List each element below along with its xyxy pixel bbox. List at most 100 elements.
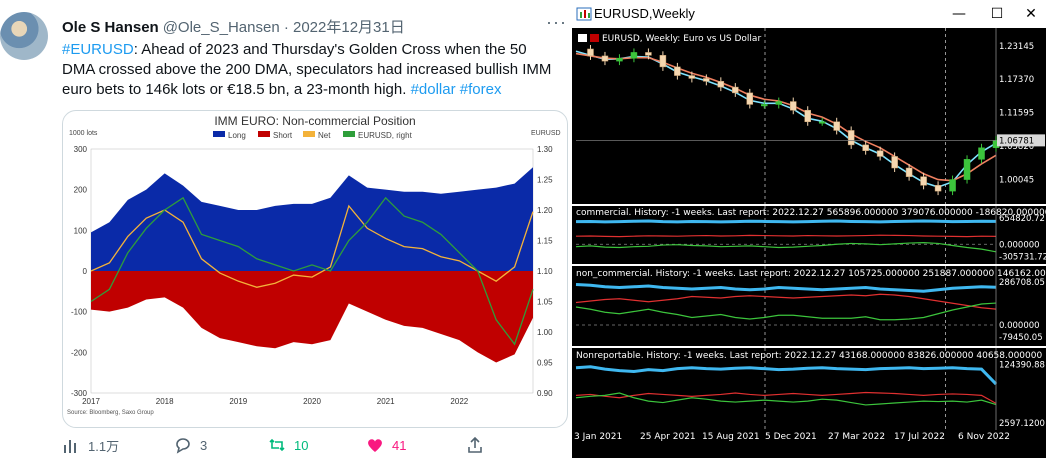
legend-label-1: Short [273, 131, 293, 140]
y-tick-label: 124390.88 [999, 361, 1045, 371]
right-tick-label: 0.90 [537, 389, 553, 398]
retweet-action[interactable]: 10 [268, 436, 308, 454]
left-tick-label: 100 [74, 226, 88, 235]
hashtag-forex[interactable]: #forex [459, 81, 502, 98]
y-tick-label: 1.11595 [999, 109, 1034, 119]
right-tick-label: 1.30 [537, 145, 553, 154]
candle [601, 55, 609, 62]
x-tick-label: 2018 [156, 397, 174, 406]
chart-title: IMM EURO: Non-commercial Position [214, 114, 415, 128]
author-handle-date[interactable]: @Ole_S_Hansen · 2022年12月31日 [162, 19, 405, 36]
candle [587, 48, 594, 57]
candle [891, 156, 898, 169]
long-line [575, 283, 997, 293]
right-axis-unit: EURUSD [531, 130, 561, 137]
tweet-panel: Ole S Hansen @Ole_S_Hansen · 2022年12月31日 … [0, 12, 568, 458]
tweet-body: : Ahead of 2023 and Thursday's Golden Cr… [62, 41, 552, 98]
candle [761, 104, 768, 107]
time-tick-label: 5 Dec 2021 [765, 432, 817, 442]
share-action[interactable] [466, 436, 484, 454]
price-chart-panel[interactable]: 1.23145 1.17370 1.11595 1.05820 1.00045 1.067… [572, 28, 1046, 204]
views-action[interactable]: 1.1万 [62, 436, 119, 455]
like-action[interactable]: 41 [366, 436, 406, 454]
legend-label-2: Net [318, 131, 331, 140]
x-tick-label: 2019 [229, 397, 247, 406]
y-tick-label: 654820.72 [999, 214, 1045, 224]
right-tick-label: 1.00 [537, 328, 553, 337]
short-area [91, 271, 533, 363]
window-title: EURUSD,Weekly [594, 6, 695, 21]
author-name[interactable]: Ole S Hansen [62, 19, 159, 36]
imm-chart-card[interactable]: IMM EURO: Non-commercial Position Long Sho… [62, 110, 568, 428]
views-icon [64, 439, 76, 453]
noncommercial-title: non_commercial. History: -1 weeks. Last … [576, 269, 1046, 279]
candle [847, 130, 855, 146]
legend-label-3: EURUSD, right [358, 131, 413, 140]
candle [659, 55, 667, 68]
y-tick-label: 2597.1200 [999, 419, 1045, 429]
imm-chart: IMM EURO: Non-commercial Position Long Sho… [67, 114, 561, 416]
net-line [575, 392, 997, 406]
minimize-button[interactable]: — [952, 6, 966, 22]
nonreportable-chart: 124390.88 2597.1200 [575, 348, 1045, 430]
candle [630, 52, 638, 59]
tweet-actions: 1.1万 3 10 41 [62, 432, 562, 458]
short-line [575, 391, 997, 404]
noncommercial-chart: 286708.05 0.000000 -79450.05 [575, 266, 1045, 346]
short-line [575, 293, 997, 310]
nonreportable-title: Nonreportable. History: -1 weeks. Last r… [576, 351, 1043, 361]
candle [876, 150, 884, 157]
hashtag-eurusd[interactable]: #EURUSD [62, 41, 134, 58]
current-price-label: 1.06781 [999, 136, 1034, 146]
candle [775, 101, 783, 105]
candle [732, 86, 739, 94]
candle [963, 159, 971, 180]
time-tick-label: 6 Nov 2022 [958, 432, 1010, 442]
y-tick-label: 1.17370 [999, 75, 1034, 85]
commercial-panel[interactable]: 654820.72 0.000000 -305731.72 commercial. … [572, 206, 1046, 264]
current-price-box [997, 134, 1045, 147]
more-options-icon[interactable]: ··· [546, 12, 567, 32]
reply-action[interactable]: 3 [174, 436, 207, 454]
candle [978, 147, 985, 160]
share-icon [468, 436, 482, 453]
left-tick-label: -300 [71, 389, 88, 398]
short-line [575, 234, 997, 238]
candle [818, 121, 826, 124]
right-tick-label: 1.25 [537, 176, 553, 185]
reply-count: 3 [200, 437, 208, 453]
ma-slow-line [575, 52, 997, 182]
candle [645, 52, 652, 56]
time-tick-label: 15 Aug 2021 [702, 432, 760, 442]
tweet-text: #EURUSD: Ahead of 2023 and Thursday's Go… [62, 40, 552, 100]
close-button[interactable]: ✕ [1025, 6, 1037, 22]
views-count: 1.1万 [88, 439, 120, 454]
left-axis-unit: 1000 lots [69, 130, 98, 137]
maximize-button[interactable]: ☐ [990, 6, 1004, 22]
x-tick-label: 2022 [450, 397, 468, 406]
candle [674, 66, 681, 76]
avatar[interactable] [0, 12, 48, 60]
like-count: 41 [392, 437, 407, 453]
candle [616, 57, 623, 62]
candle [746, 92, 754, 105]
legend-swatch-1 [258, 131, 270, 137]
price-chart-title: EURUSD, Weekly: Euro vs US Dollar [602, 34, 762, 44]
eurusd-line [90, 196, 534, 346]
net-line [575, 302, 997, 321]
candle [905, 167, 913, 177]
source-note: Source: Bloomberg, Saxo Group [67, 410, 154, 416]
left-tick-label: 300 [74, 145, 88, 154]
time-tick-label: 3 Jan 2021 [574, 432, 623, 442]
commercial-title: commercial. History: -1 weeks. Last repo… [576, 208, 1046, 218]
hashtag-dollar[interactable]: #dollar [410, 81, 456, 98]
right-tick-label: 1.15 [537, 237, 553, 246]
heart-icon [368, 439, 382, 452]
candle [949, 179, 956, 192]
candle [703, 78, 710, 82]
price-chart: 1.23145 1.17370 1.11595 1.05820 1.00045 1.067… [575, 28, 1045, 204]
nonreportable-panel[interactable]: 124390.88 2597.1200 Nonreportable. Histor… [572, 348, 1046, 430]
noncommercial-panel[interactable]: 286708.05 0.000000 -79450.05 non_commercia… [572, 266, 1046, 346]
window-titlebar[interactable]: EURUSD,Weekly — ☐ ✕ [572, 0, 1046, 28]
retweet-count: 10 [294, 437, 309, 453]
